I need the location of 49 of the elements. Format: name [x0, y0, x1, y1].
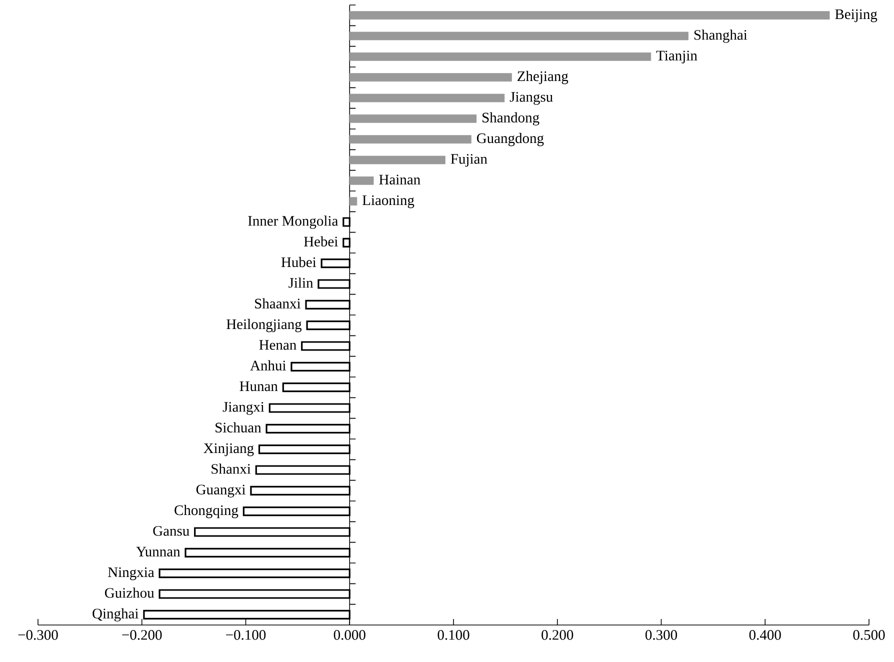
- x-tick-label: −0.200: [122, 630, 162, 640]
- y-tick-label: Inner Mongolia: [248, 216, 338, 229]
- y-tick-label: Ningxia: [108, 567, 154, 580]
- bar: [349, 156, 446, 164]
- x-tick-label: 0.500: [853, 630, 885, 640]
- bar: [349, 52, 652, 61]
- x-tick-label: 0.000: [334, 630, 366, 640]
- bar: [349, 73, 512, 82]
- y-tick-label: Jiangsu: [510, 92, 553, 105]
- y-tick-label: Heilongjiang: [226, 318, 302, 332]
- y-tick-label: Hunan: [240, 381, 278, 392]
- y-tick-label: Chongqing: [174, 504, 238, 518]
- y-tick-label: Beijing: [835, 9, 878, 22]
- y-tick-label: Qinghai: [92, 608, 138, 622]
- bar: [349, 176, 374, 185]
- bar: [349, 94, 505, 102]
- y-tick-label: Guangdong: [476, 132, 544, 146]
- y-tick-label: Jiangxi: [222, 402, 264, 415]
- y-tick-label: Zhejiang: [518, 70, 568, 84]
- y-tick-label: Shanghai: [694, 30, 748, 43]
- y-tick-label: Hebei: [304, 236, 338, 246]
- y-tick-label: Yunnan: [136, 546, 180, 556]
- x-tick-label: −0.300: [18, 630, 58, 640]
- bar: [349, 11, 830, 20]
- bar: [349, 114, 477, 123]
- y-tick-label: Hubei: [281, 256, 316, 268]
- bar: [349, 197, 358, 206]
- y-tick-label: Fujian: [450, 154, 488, 167]
- y-tick-label: Xinjiang: [204, 443, 254, 456]
- x-tick-label: 0.200: [542, 630, 574, 640]
- y-tick-label: Guizhou: [104, 588, 154, 598]
- y-tick-label: Jilin: [288, 278, 314, 288]
- bar: [349, 32, 688, 40]
- y-tick-label: Shaanxi: [255, 298, 301, 308]
- bar: [349, 135, 472, 144]
- y-tick-label: Sichuan: [216, 422, 262, 432]
- y-tick-label: Anhui: [250, 360, 286, 370]
- y-tick-label: Hainan: [379, 174, 420, 184]
- y-tick-label: Henan: [259, 340, 296, 350]
- y-tick-label: Tianjin: [656, 50, 698, 64]
- x-tick-label: 0.300: [645, 630, 678, 640]
- y-tick-label: Shandong: [482, 112, 540, 126]
- y-tick-label: Shanxi: [212, 464, 251, 474]
- x-tick-label: 0.100: [438, 630, 470, 640]
- y-tick-label: Gansu: [153, 526, 190, 536]
- x-tick-label: −0.100: [226, 630, 266, 640]
- y-tick-label: Guangxi: [196, 484, 246, 498]
- y-tick-label: Liaoning: [362, 195, 414, 208]
- x-tick-label: 0.400: [749, 630, 781, 640]
